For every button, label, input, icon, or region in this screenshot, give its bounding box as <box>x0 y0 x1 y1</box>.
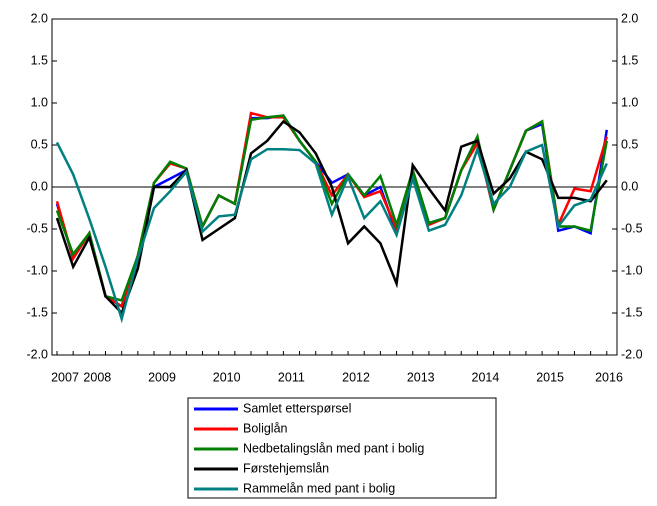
legend-label: Førstehjemslån <box>243 461 329 475</box>
y2-tick-label: -2.0 <box>621 347 643 361</box>
y-tick-label: 0.0 <box>31 179 48 193</box>
y-tick-label: 1.0 <box>31 95 48 109</box>
x-tick-label: 2011 <box>278 370 305 384</box>
y2-tick-label: 0.0 <box>621 179 638 193</box>
y-tick-label: 1.5 <box>31 53 48 67</box>
y-tick-label: 2.0 <box>31 11 48 25</box>
y-tick-label: -2.0 <box>26 347 48 361</box>
legend <box>187 397 497 499</box>
series-line <box>55 119 608 316</box>
legend-label: Nedbetalingslån med pant i bolig <box>243 441 424 455</box>
x-tick-label: 2013 <box>407 370 435 384</box>
y2-tick-label: 2.0 <box>621 11 638 25</box>
y2-tick-label: 1.0 <box>621 95 638 109</box>
legend-label: Rammelån med pant i bolig <box>243 481 395 495</box>
x-tick-label: 2009 <box>148 370 176 384</box>
series-line <box>55 111 608 309</box>
y-tick-label: 0.5 <box>31 137 48 151</box>
y2-tick-label: 0.5 <box>621 137 638 151</box>
series-line <box>55 141 608 324</box>
y2-tick-label: -1.5 <box>621 305 643 319</box>
x-tick-label: 2008 <box>83 370 111 384</box>
x-tick-label: 2014 <box>472 370 500 384</box>
y2-tick-label: -0.5 <box>621 221 643 235</box>
y2-tick-label: -1.0 <box>621 263 643 277</box>
y-tick-label: -0.5 <box>26 221 48 235</box>
x-tick-label: 2016 <box>595 370 623 384</box>
x-tick-label: 2015 <box>536 370 564 384</box>
legend-label: Boliglån <box>243 421 288 435</box>
series-line <box>55 114 609 302</box>
y-tick-label: -1.0 <box>26 263 48 277</box>
legend-label: Samlet etterspørsel <box>243 401 351 415</box>
x-tick-label: 2012 <box>342 370 370 384</box>
x-tick-label: 2007 <box>51 370 79 384</box>
y2-tick-label: 1.5 <box>621 53 638 67</box>
y-tick-label: -1.5 <box>26 305 48 319</box>
x-tick-label: 2010 <box>213 370 241 384</box>
